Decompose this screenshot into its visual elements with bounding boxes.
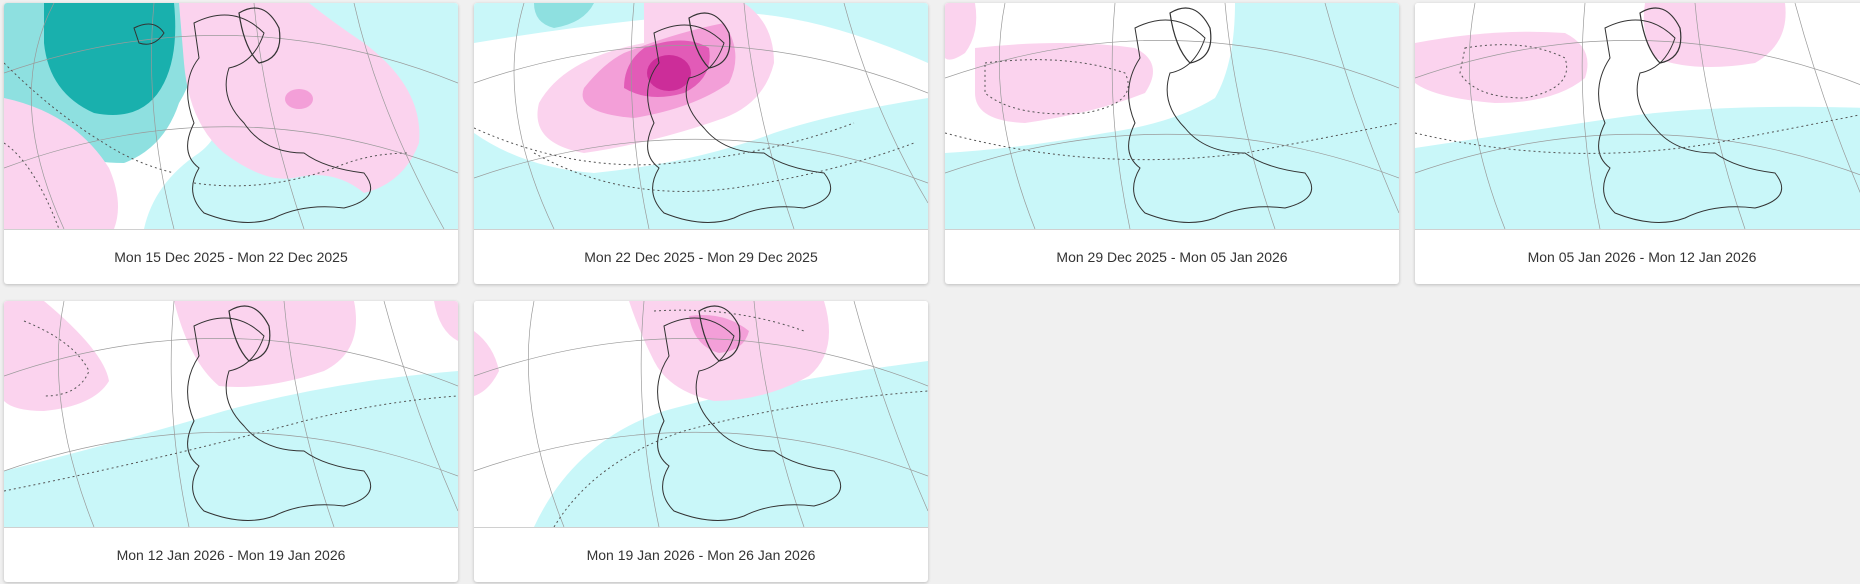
date-range-label: Mon 19 Jan 2026 - Mon 26 Jan 2026 — [586, 547, 816, 563]
date-range-label: Mon 22 Dec 2025 - Mon 29 Dec 2025 — [584, 249, 818, 265]
forecast-card-2[interactable]: Mon 22 Dec 2025 - Mon 29 Dec 2025 — [474, 3, 928, 284]
europe-anomaly-map[interactable] — [1415, 3, 1860, 230]
europe-anomaly-map[interactable] — [4, 3, 458, 230]
europe-anomaly-map[interactable] — [474, 3, 928, 230]
date-range-label: Mon 15 Dec 2025 - Mon 22 Dec 2025 — [114, 249, 348, 265]
date-range-label: Mon 05 Jan 2026 - Mon 12 Jan 2026 — [1527, 249, 1757, 265]
europe-anomaly-map[interactable] — [4, 301, 458, 528]
europe-anomaly-map[interactable] — [945, 3, 1399, 230]
forecast-card-3[interactable]: Mon 29 Dec 2025 - Mon 05 Jan 2026 — [945, 3, 1399, 284]
date-range-label: Mon 12 Jan 2026 - Mon 19 Jan 2026 — [116, 547, 346, 563]
forecast-card-1[interactable]: Mon 15 Dec 2025 - Mon 22 Dec 2025 — [4, 3, 458, 284]
forecast-card-6[interactable]: Mon 19 Jan 2026 - Mon 26 Jan 2026 — [474, 301, 928, 582]
forecast-card-4[interactable]: Mon 05 Jan 2026 - Mon 12 Jan 2026 — [1415, 3, 1860, 284]
date-range-label: Mon 29 Dec 2025 - Mon 05 Jan 2026 — [1056, 249, 1288, 265]
europe-anomaly-map[interactable] — [474, 301, 928, 528]
forecast-card-5[interactable]: Mon 12 Jan 2026 - Mon 19 Jan 2026 — [4, 301, 458, 582]
